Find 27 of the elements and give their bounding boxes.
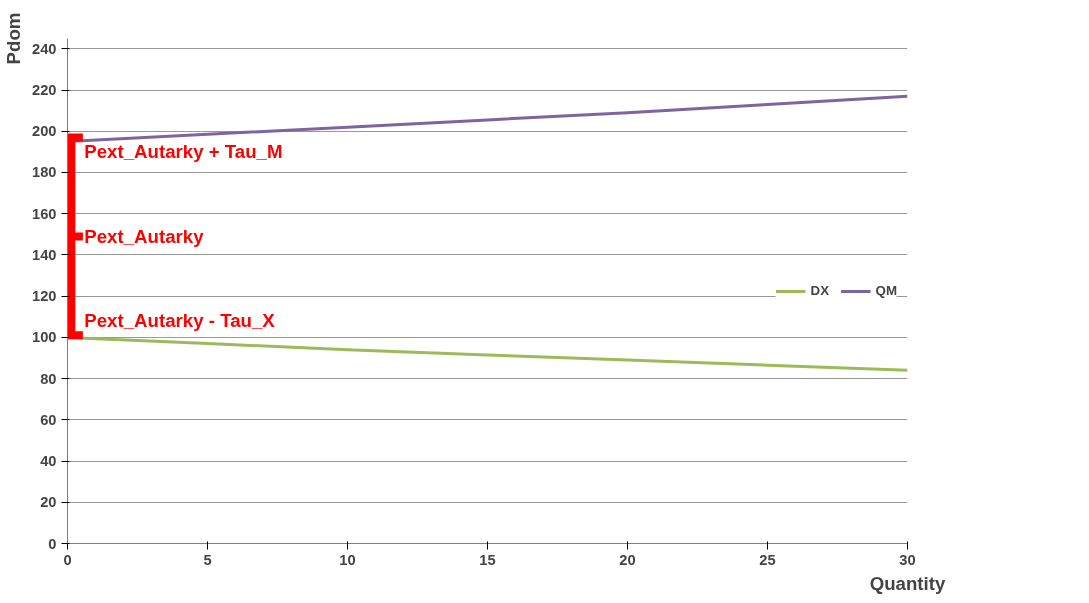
y-tick-label: 120 bbox=[32, 288, 57, 305]
annotation: Pext_Autarky bbox=[84, 225, 205, 247]
y-tick-label: 100 bbox=[32, 329, 57, 346]
x-tick-label: 30 bbox=[899, 551, 916, 568]
x-tick-label: 20 bbox=[619, 551, 636, 568]
y-tick-label: 60 bbox=[40, 411, 57, 428]
x-tick-label: 25 bbox=[759, 551, 776, 568]
y-tick-label: 140 bbox=[32, 246, 57, 263]
y-tick-label: 200 bbox=[32, 123, 57, 140]
y-axis-title: Pdom bbox=[3, 12, 25, 65]
x-tick-label: 10 bbox=[339, 551, 356, 568]
x-tick-label: 15 bbox=[479, 551, 496, 568]
annotation: Pext_Autarky - Tau_X bbox=[84, 310, 276, 332]
legend-label: QM bbox=[875, 283, 897, 298]
y-tick-label: 40 bbox=[40, 453, 57, 470]
y-tick-label: 80 bbox=[40, 370, 57, 387]
y-tick-label: 220 bbox=[32, 82, 57, 99]
y-tick-label: 160 bbox=[32, 205, 57, 222]
y-tick-label: 240 bbox=[32, 40, 57, 57]
y-tick-label: 0 bbox=[48, 535, 57, 552]
legend-label: DX bbox=[810, 283, 831, 298]
x-tick-label: 0 bbox=[63, 551, 72, 568]
y-tick-label: 180 bbox=[32, 164, 57, 181]
x-tick-label: 5 bbox=[203, 551, 212, 568]
y-tick-label: 20 bbox=[40, 494, 57, 511]
annotation: Pext_Autarky + Tau_M bbox=[84, 141, 283, 163]
x-axis-title: Quantity bbox=[869, 572, 946, 594]
